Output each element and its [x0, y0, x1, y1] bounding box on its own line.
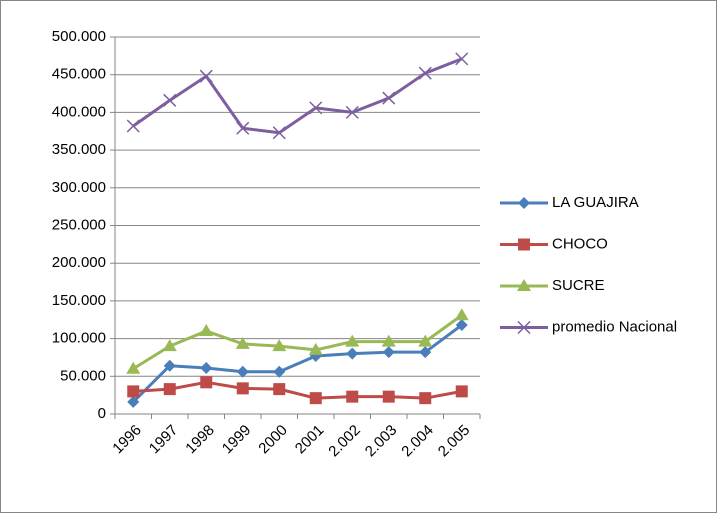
y-tick-label: 100.000 — [52, 330, 106, 347]
data-point — [346, 390, 359, 403]
legend-label: SUCRE — [552, 277, 605, 294]
legend-marker — [517, 279, 531, 291]
y-tick-label: 0 — [98, 405, 106, 422]
data-point — [455, 385, 468, 398]
data-point — [455, 319, 468, 332]
legend-marker — [518, 238, 530, 251]
data-point — [200, 362, 213, 375]
data-point — [236, 382, 249, 395]
legend-marker — [517, 320, 531, 335]
data-point — [199, 324, 214, 337]
data-point — [163, 383, 176, 396]
data-point — [126, 119, 140, 133]
y-tick-label: 50.000 — [60, 367, 106, 384]
data-point — [163, 93, 177, 107]
data-point — [273, 365, 286, 378]
legend-label: CHOCO — [552, 235, 608, 252]
series-line — [133, 380, 463, 400]
data-point — [419, 346, 432, 359]
series-line — [132, 57, 463, 135]
y-tick-label: 450.000 — [52, 66, 106, 83]
data-point — [382, 346, 395, 359]
data-point — [345, 105, 359, 119]
data-point — [382, 390, 395, 403]
series-line — [132, 323, 463, 404]
data-point — [235, 336, 250, 349]
data-point — [345, 334, 360, 347]
data-point — [199, 69, 213, 83]
data-point — [163, 359, 176, 372]
data-point — [308, 342, 323, 355]
data-point — [272, 126, 286, 140]
data-point — [418, 66, 432, 80]
data-point — [382, 91, 396, 105]
data-point — [454, 308, 469, 321]
data-point — [127, 395, 140, 408]
data-point — [200, 376, 213, 389]
y-tick-label: 150.000 — [52, 292, 106, 309]
y-tick-label: 200.000 — [52, 254, 106, 271]
data-point — [455, 52, 469, 66]
series-line — [132, 314, 463, 371]
data-point — [162, 339, 177, 352]
data-point — [236, 365, 249, 378]
data-point — [346, 347, 359, 360]
data-point — [419, 392, 432, 405]
legend-label: LA GUAJIRA — [552, 194, 639, 211]
data-point — [309, 101, 323, 115]
y-tick-label: 400.000 — [52, 103, 106, 120]
data-point — [381, 334, 396, 347]
legend-marker — [518, 197, 530, 209]
legend-label: promedio Nacional — [552, 318, 677, 335]
y-tick-label: 500.000 — [52, 28, 106, 45]
data-point — [272, 339, 287, 352]
y-tick-label: 250.000 — [52, 216, 106, 233]
data-point — [309, 392, 322, 405]
data-point — [127, 385, 140, 398]
y-tick-label: 300.000 — [52, 179, 106, 196]
data-point — [126, 361, 141, 374]
y-tick-label: 350.000 — [52, 141, 106, 158]
data-point — [236, 121, 250, 135]
data-point — [273, 383, 286, 396]
data-point — [418, 334, 433, 347]
